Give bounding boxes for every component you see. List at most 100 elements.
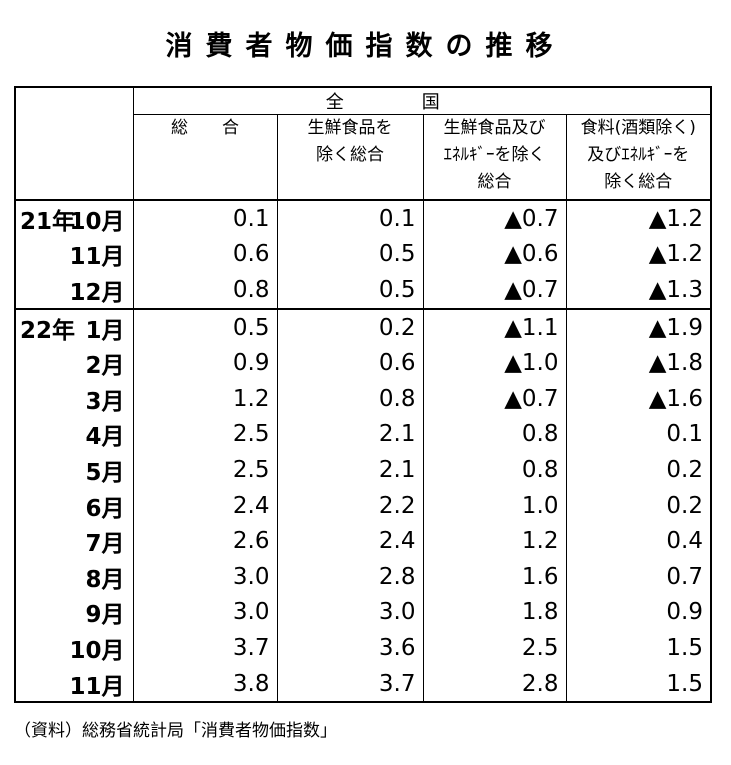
value-cell: ▲0.6 xyxy=(422,236,566,273)
value-cell: 2.8 xyxy=(422,665,566,704)
row-label: 6月 xyxy=(14,487,133,524)
column-header-overall: 総合 xyxy=(132,114,277,200)
value-cell: 2.6 xyxy=(132,523,277,559)
value-cell: 0.2 xyxy=(565,487,712,524)
row-label: 9月 xyxy=(14,594,133,631)
source-note: （資料）総務省統計局「消費者物価指数」 xyxy=(14,721,337,741)
value-cell: ▲1.2 xyxy=(565,236,712,273)
value-cell: 2.4 xyxy=(132,487,277,524)
value-cell: 3.6 xyxy=(276,630,423,666)
row-header-corner xyxy=(14,87,133,200)
row-label: 2月 xyxy=(14,345,133,381)
value-cell: 1.6 xyxy=(422,558,566,595)
month-label: 5月 xyxy=(85,459,125,486)
row-label: 21年 10月 xyxy=(14,199,133,237)
value-cell: 1.2 xyxy=(132,380,277,417)
table-row: 21年 10月 0.1 0.1 ▲0.7 ▲1.2 xyxy=(14,199,712,237)
value-cell: 0.7 xyxy=(565,558,712,595)
group-header-national: 全国 xyxy=(132,87,712,115)
table-row: 12月 0.8 0.5 ▲0.7 ▲1.3 xyxy=(14,272,712,309)
value-cell: ▲1.9 xyxy=(565,307,712,346)
value-cell: 1.0 xyxy=(422,487,566,524)
value-cell: 0.9 xyxy=(565,594,712,631)
value-cell: 2.5 xyxy=(132,452,277,488)
month-label: 9月 xyxy=(85,602,125,629)
value-cell: 2.8 xyxy=(276,558,423,595)
table-row: 6月 2.4 2.2 1.0 0.2 xyxy=(14,487,712,524)
month-label: 3月 xyxy=(85,388,125,415)
value-cell: 2.1 xyxy=(276,416,423,453)
value-cell: 3.0 xyxy=(132,594,277,631)
month-label: 11月 xyxy=(69,673,125,700)
table-row: 9月 3.0 3.0 1.8 0.9 xyxy=(14,594,712,631)
table-row: 11月 0.6 0.5 ▲0.6 ▲1.2 xyxy=(14,236,712,273)
table-row: 8月 3.0 2.8 1.6 0.7 xyxy=(14,558,712,595)
value-cell: 2.5 xyxy=(422,630,566,666)
table-row: 5月 2.5 2.1 0.8 0.2 xyxy=(14,452,712,488)
month-label: 10月 xyxy=(69,208,125,235)
row-label: 5月 xyxy=(14,452,133,488)
month-label: 12月 xyxy=(69,279,125,306)
value-cell: 1.5 xyxy=(565,665,712,704)
value-cell: 0.4 xyxy=(565,523,712,559)
value-cell: 0.6 xyxy=(276,345,423,381)
value-cell: 0.5 xyxy=(132,307,277,346)
month-label: 6月 xyxy=(85,495,125,522)
value-cell: 0.9 xyxy=(132,345,277,381)
value-cell: 3.0 xyxy=(276,594,423,631)
row-label: 8月 xyxy=(14,558,133,595)
value-cell: 2.2 xyxy=(276,487,423,524)
value-cell: 2.4 xyxy=(276,523,423,559)
value-cell: 1.2 xyxy=(422,523,566,559)
row-label: 12月 xyxy=(14,272,133,309)
table-row: 3月 1.2 0.8 ▲0.7 ▲1.6 xyxy=(14,380,712,417)
row-label: 11月 xyxy=(14,236,133,273)
value-cell: 1.8 xyxy=(422,594,566,631)
page-title: 消費者物価指数の推移 xyxy=(165,31,566,62)
value-cell: 0.2 xyxy=(565,452,712,488)
value-cell: 0.5 xyxy=(276,236,423,273)
value-cell: 0.1 xyxy=(132,199,277,237)
month-label: 1月 xyxy=(85,317,125,344)
value-cell: 0.8 xyxy=(132,272,277,309)
table-row: 10月 3.7 3.6 2.5 1.5 xyxy=(14,630,712,666)
value-cell: 0.1 xyxy=(276,199,423,237)
value-cell: 0.5 xyxy=(276,272,423,309)
month-label: 7月 xyxy=(85,531,125,558)
month-label: 4月 xyxy=(85,424,125,451)
value-cell: 0.8 xyxy=(422,452,566,488)
month-label: 11月 xyxy=(69,244,125,271)
value-cell: ▲1.0 xyxy=(422,345,566,381)
row-label: 4月 xyxy=(14,416,133,453)
cpi-table: 全国 総合 生鮮食品を 除く総合 生鮮食品及び ｴﾈﾙｷﾞｰを除く 総合 食料(酒類除… xyxy=(14,86,712,704)
value-cell: ▲1.6 xyxy=(565,380,712,417)
column-header-core: 生鮮食品を 除く総合 xyxy=(276,114,423,200)
month-label: 10月 xyxy=(69,637,125,664)
row-label: 7月 xyxy=(14,523,133,559)
column-header-food-energy-excluded: 食料(酒類除く) 及びｴﾈﾙｷﾞｰを 除く総合 xyxy=(565,114,712,200)
value-cell: ▲1.2 xyxy=(565,199,712,237)
value-cell: 3.7 xyxy=(276,665,423,704)
year-label: 21年 xyxy=(20,208,76,235)
value-cell: 0.6 xyxy=(132,236,277,273)
value-cell: 0.1 xyxy=(565,416,712,453)
value-cell: ▲0.7 xyxy=(422,199,566,237)
row-label: 11月 xyxy=(14,665,133,704)
value-cell: ▲0.7 xyxy=(422,272,566,309)
row-label: 10月 xyxy=(14,630,133,666)
year-label: 22年 xyxy=(20,317,76,344)
value-cell: 2.5 xyxy=(132,416,277,453)
table-row: 2月 0.9 0.6 ▲1.0 ▲1.8 xyxy=(14,345,712,381)
value-cell: 3.0 xyxy=(132,558,277,595)
value-cell: 0.8 xyxy=(276,380,423,417)
value-cell: 3.8 xyxy=(132,665,277,704)
table-row: 7月 2.6 2.4 1.2 0.4 xyxy=(14,523,712,559)
table-row: 22年 1月 0.5 0.2 ▲1.1 ▲1.9 xyxy=(14,307,712,346)
value-cell: ▲1.8 xyxy=(565,345,712,381)
month-label: 2月 xyxy=(85,353,125,380)
value-cell: 2.1 xyxy=(276,452,423,488)
table-row: 4月 2.5 2.1 0.8 0.1 xyxy=(14,416,712,453)
table-row: 11月 3.8 3.7 2.8 1.5 xyxy=(14,665,712,704)
value-cell: ▲1.3 xyxy=(565,272,712,309)
column-header-core-core: 生鮮食品及び ｴﾈﾙｷﾞｰを除く 総合 xyxy=(422,114,566,200)
